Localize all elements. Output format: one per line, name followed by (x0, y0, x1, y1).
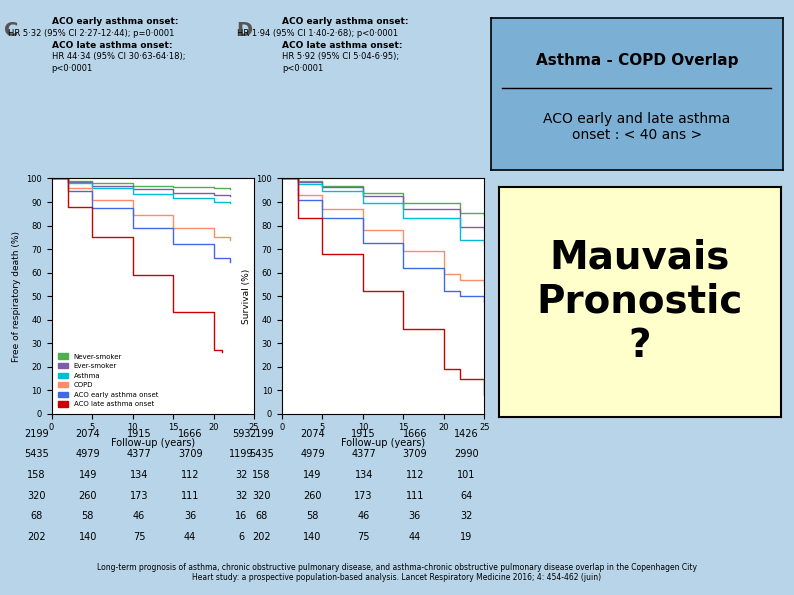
Text: 1426: 1426 (453, 428, 479, 439)
Text: 5435: 5435 (24, 449, 49, 459)
Text: 19: 19 (460, 532, 472, 542)
Text: 32: 32 (460, 511, 472, 521)
Text: 5435: 5435 (249, 449, 274, 459)
Text: 111: 111 (181, 490, 199, 500)
Text: 134: 134 (354, 470, 373, 480)
Text: C: C (4, 21, 18, 40)
Text: 320: 320 (27, 490, 46, 500)
Text: 134: 134 (129, 470, 148, 480)
Text: HR 44·34 (95% CI 30·63-64·18);: HR 44·34 (95% CI 30·63-64·18); (52, 52, 185, 61)
Text: Asthma - COPD Overlap: Asthma - COPD Overlap (535, 53, 738, 68)
Text: 4377: 4377 (126, 449, 152, 459)
Text: 2199: 2199 (24, 428, 49, 439)
Text: ACO late asthma onset:: ACO late asthma onset: (282, 40, 403, 49)
Text: 140: 140 (79, 532, 97, 542)
Text: 58: 58 (82, 511, 94, 521)
Text: 158: 158 (27, 470, 46, 480)
Text: 1666: 1666 (178, 428, 202, 439)
Text: 3709: 3709 (403, 449, 427, 459)
Text: 112: 112 (181, 470, 199, 480)
Text: 1915: 1915 (126, 428, 152, 439)
Text: 4979: 4979 (75, 449, 100, 459)
Text: 1199: 1199 (229, 449, 253, 459)
Text: 112: 112 (406, 470, 424, 480)
Text: Long-term prognosis of asthma, chronic obstructive pulmonary disease, and asthma: Long-term prognosis of asthma, chronic o… (97, 563, 697, 583)
Text: 202: 202 (27, 532, 46, 542)
Text: 2074: 2074 (75, 428, 100, 439)
Legend: Never-smoker, Ever-smoker, Asthma, COPD, ACO early asthma onset, ACO late asthma: Never-smoker, Ever-smoker, Asthma, COPD,… (55, 350, 161, 410)
Text: 68: 68 (30, 511, 43, 521)
Text: 32: 32 (235, 470, 248, 480)
Text: HR 5·92 (95% CI 5·04-6·95);: HR 5·92 (95% CI 5·04-6·95); (282, 52, 399, 61)
Text: 75: 75 (133, 532, 145, 542)
Text: Mauvais
Pronostic
?: Mauvais Pronostic ? (537, 239, 742, 365)
Text: 4377: 4377 (351, 449, 376, 459)
Text: 202: 202 (252, 532, 271, 542)
Text: 101: 101 (457, 470, 476, 480)
Y-axis label: Free of respiratory death (%): Free of respiratory death (%) (12, 230, 21, 362)
Text: D: D (237, 21, 252, 40)
Text: 58: 58 (306, 511, 318, 521)
X-axis label: Follow-up (years): Follow-up (years) (341, 438, 425, 448)
Text: 36: 36 (409, 511, 421, 521)
Text: ACO early asthma onset:: ACO early asthma onset: (282, 17, 408, 26)
Text: ACO early and late asthma
onset : < 40 ans >: ACO early and late asthma onset : < 40 a… (543, 112, 730, 142)
Text: 6: 6 (238, 532, 245, 542)
Text: 36: 36 (184, 511, 196, 521)
Text: 320: 320 (252, 490, 271, 500)
Text: p<0·0001: p<0·0001 (282, 64, 323, 73)
Text: 32: 32 (235, 490, 248, 500)
Text: p<0·0001: p<0·0001 (52, 64, 93, 73)
Text: 149: 149 (79, 470, 97, 480)
Text: 260: 260 (303, 490, 322, 500)
Text: 3709: 3709 (178, 449, 202, 459)
Text: ACO early asthma onset:: ACO early asthma onset: (52, 17, 178, 26)
Text: 1915: 1915 (351, 428, 376, 439)
Text: 593: 593 (232, 428, 251, 439)
Text: 4979: 4979 (300, 449, 325, 459)
Text: HR 1·94 (95% CI 1·40-2·68); p<0·0001: HR 1·94 (95% CI 1·40-2·68); p<0·0001 (237, 29, 398, 37)
Text: 149: 149 (303, 470, 322, 480)
Text: 68: 68 (255, 511, 268, 521)
Text: 46: 46 (133, 511, 145, 521)
X-axis label: Follow-up (years): Follow-up (years) (111, 438, 195, 448)
Text: 1666: 1666 (403, 428, 427, 439)
Text: 2990: 2990 (453, 449, 479, 459)
Text: 260: 260 (79, 490, 97, 500)
Text: 2074: 2074 (300, 428, 325, 439)
Text: 111: 111 (406, 490, 424, 500)
Text: 158: 158 (252, 470, 271, 480)
Text: 173: 173 (354, 490, 373, 500)
Text: 75: 75 (357, 532, 370, 542)
Text: 44: 44 (409, 532, 421, 542)
Text: HR 5·32 (95% CI 2·27-12·44); p=0·0001: HR 5·32 (95% CI 2·27-12·44); p=0·0001 (8, 29, 175, 37)
Y-axis label: Survival (%): Survival (%) (242, 268, 251, 324)
Text: 46: 46 (357, 511, 370, 521)
Text: 140: 140 (303, 532, 322, 542)
Text: 16: 16 (235, 511, 248, 521)
Text: 173: 173 (129, 490, 148, 500)
Text: 44: 44 (184, 532, 196, 542)
Text: ACO late asthma onset:: ACO late asthma onset: (52, 40, 172, 49)
Text: 64: 64 (460, 490, 472, 500)
Text: 2199: 2199 (249, 428, 274, 439)
